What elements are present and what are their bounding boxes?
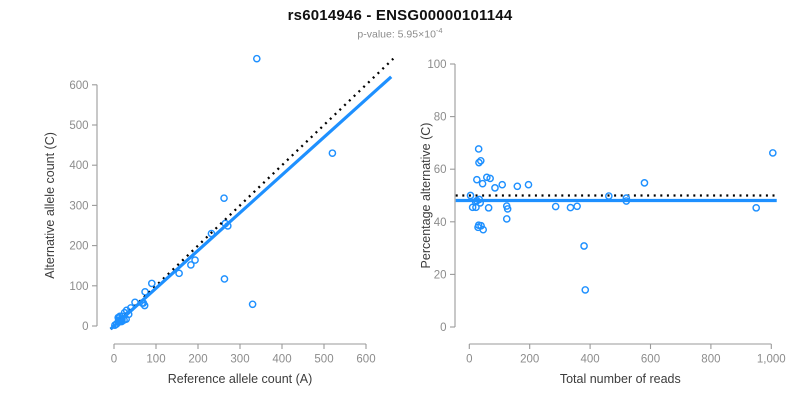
x-tick-label: 800 [701,354,720,366]
data-point [466,191,475,200]
y-tick-label: 60 [434,164,447,176]
data-point [486,174,494,183]
x-tick-label: 0 [111,354,117,366]
x-tick-label: 600 [356,354,375,366]
data-point [191,256,199,264]
data-point [622,197,631,205]
data-point [140,301,149,310]
data-point [604,192,613,200]
data-point [581,286,590,294]
data-point [187,261,195,269]
x-tick-label: 200 [188,354,207,366]
data-point [752,204,761,212]
data-point [468,203,477,212]
data-point [498,180,507,189]
x-tick-label: 1,000 [757,354,786,366]
data-point [551,202,560,211]
y-tick-label: 40 [434,217,447,229]
data-point [252,54,261,63]
x-tick-label: 400 [272,354,291,366]
data-point [476,156,485,165]
y-tick-label: 20 [434,269,447,281]
y-tick-label: 400 [69,160,88,172]
y-tick-label: 200 [69,241,88,253]
x-tick-label: 400 [581,354,600,366]
p-value-subtitle: p-value: 5.95×10-4 [0,26,800,41]
y-tick-label: 500 [69,120,88,132]
y-tick-label: 100 [69,281,88,293]
data-point [478,179,487,188]
data-point [482,173,491,182]
fit-line [109,75,393,331]
x-tick-label: 200 [520,354,539,366]
data-point [580,242,588,250]
y-tick-label: 80 [434,112,447,124]
x-axis-title: Total number of reads [560,372,681,386]
data-point [566,203,575,212]
data-point [479,225,488,234]
data-point [573,202,581,211]
data-point [513,182,522,191]
x-tick-label: 600 [641,354,660,366]
y-tick-label: 0 [440,322,446,334]
data-point [491,184,499,192]
data-point [248,300,257,309]
percentage-alternative-scatter: 0 200 400 600 800 1,000 Total number of reads 0… [419,59,786,386]
data-point [622,194,631,202]
y-tick-label: 600 [69,80,88,92]
data-point [502,215,511,223]
x-tick-label: 500 [314,354,333,366]
y-axis-title: Alternative allele count (C) [43,132,57,279]
allele-count-scatter: 0 100 200 300 400 500 600 Reference allele coun… [43,54,395,386]
p-value-text: p-value: 5.95×10 [357,28,436,41]
data-point [472,203,480,212]
y-tick-label: 300 [69,200,88,212]
data-point [220,275,229,283]
data-point [484,204,493,212]
x-axis-title: Reference allele count (A) [168,372,313,386]
data-point [476,199,484,207]
data-point [503,205,512,213]
data-point [474,145,483,153]
data-point [640,179,649,187]
y-tick-label: 0 [82,321,88,333]
x-tick-label: 300 [230,354,249,366]
data-point [220,194,228,202]
data-point [524,180,533,189]
data-point [473,175,481,184]
identity-line [109,57,395,331]
data-point [147,279,156,288]
y-axis-title: Percentage alternative (C) [419,123,433,269]
data-point [768,149,777,157]
p-value-exponent: -4 [435,26,443,35]
x-tick-label: 0 [466,354,472,366]
x-tick-label: 100 [146,354,165,366]
data-point [175,269,183,278]
figure-title: rs6014946 - ENSG00000101144 [287,7,513,24]
data-point [475,158,483,167]
data-point [328,149,337,157]
y-tick-label: 100 [427,59,446,71]
